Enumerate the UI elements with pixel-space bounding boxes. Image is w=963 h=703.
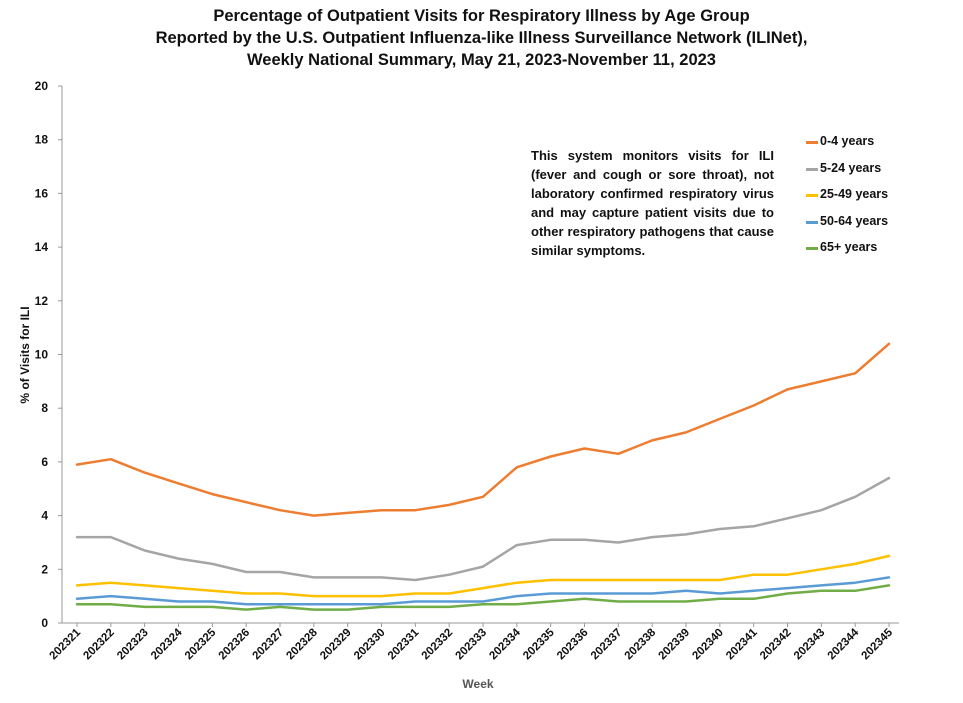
x-tick-label: 202343 [792,627,828,663]
x-tick-label: 202336 [555,627,591,663]
chart-title-line-3: Weekly National Summary, May 21, 2023-No… [247,51,716,69]
x-tick-label: 202322 [81,627,117,663]
x-tick-label: 202330 [352,627,388,663]
y-axis-label: % of Visits for ILI [18,306,32,404]
y-tick-label: 14 [35,240,49,254]
x-tick-label: 202327 [251,627,287,663]
x-tick-label: 202333 [454,627,490,663]
legend-label: 5-24 years [820,160,882,175]
x-tick-label: 202329 [318,627,354,663]
y-tick-label: 4 [41,509,48,523]
x-tick-label: 202332 [420,627,456,663]
legend-label: 0-4 years [820,134,875,148]
x-tick-label: 202334 [487,626,523,662]
series-line-2 [75,476,891,582]
x-tick-label: 202337 [589,627,625,663]
y-tick-label: 12 [35,294,49,308]
y-tick-label: 2 [41,562,48,576]
legend-swatch [806,247,818,250]
legend-swatch [806,220,818,224]
chart-title-line-2: Reported by the U.S. Outpatient Influenz… [155,29,808,47]
x-tick-label: 202324 [149,626,185,662]
x-tick-label: 202339 [657,627,693,663]
series-line-5 [75,584,891,611]
x-axis-label: Week [462,677,494,691]
y-tick-label: 10 [35,348,49,362]
y-tick-label: 18 [35,133,49,147]
legend-swatch [806,194,818,197]
x-tick-label: 202325 [183,626,219,662]
x-tick-label: 202326 [217,627,253,663]
x-tick-label: 202340 [690,627,726,663]
legend-label: 65+ years [820,240,878,254]
y-tick-label: 20 [35,79,49,93]
y-tick-label: 6 [41,455,48,469]
chart-title-line-1: Percentage of Outpatient Visits for Resp… [213,7,750,25]
series-line-4 [75,576,891,606]
series-line-1 [75,342,891,517]
x-tick-label: 202342 [758,627,794,663]
x-tick-label: 202328 [284,626,320,662]
x-tick-label: 202344 [826,626,862,662]
legend-swatch [806,167,818,171]
x-tick-label: 202345 [860,626,896,662]
y-tick-label: 8 [41,401,48,415]
chart-annotation: This system monitors visits for ILI (fev… [531,148,774,258]
legend-swatch [806,141,818,144]
legend-label: 50-64 years [820,213,889,228]
x-tick-label: 202341 [724,626,760,662]
y-tick-label: 0 [41,616,48,630]
x-tick-label: 202323 [115,627,151,663]
series-line-3 [75,554,891,598]
y-tick-label: 16 [35,186,49,200]
x-tick-label: 202321 [48,626,84,662]
legend-label: 25-49 years [820,187,889,201]
x-tick-label: 202335 [521,626,557,662]
x-tick-label: 202331 [386,626,422,662]
x-tick-label: 202338 [623,626,659,662]
